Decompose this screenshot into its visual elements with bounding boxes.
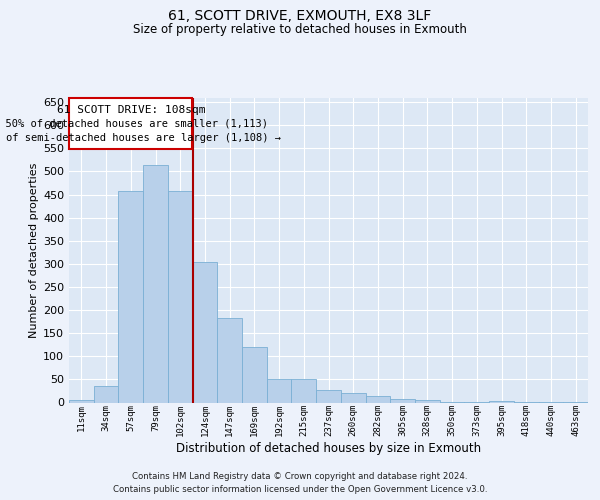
Text: ← 50% of detached houses are smaller (1,113): ← 50% of detached houses are smaller (1,…	[0, 119, 268, 129]
Text: Size of property relative to detached houses in Exmouth: Size of property relative to detached ho…	[133, 22, 467, 36]
Bar	[118, 191, 143, 402]
Bar	[415, 400, 440, 402]
Bar	[168, 191, 193, 402]
X-axis label: Distribution of detached houses by size in Exmouth: Distribution of detached houses by size …	[176, 442, 481, 454]
Bar	[267, 380, 292, 402]
Bar	[193, 262, 217, 402]
Bar	[94, 386, 118, 402]
FancyBboxPatch shape	[70, 98, 192, 150]
Bar	[390, 399, 415, 402]
Bar	[489, 400, 514, 402]
Bar	[341, 394, 365, 402]
Text: Contains HM Land Registry data © Crown copyright and database right 2024.
Contai: Contains HM Land Registry data © Crown c…	[113, 472, 487, 494]
Bar	[242, 347, 267, 403]
Text: 50% of semi-detached houses are larger (1,108) →: 50% of semi-detached houses are larger (…	[0, 132, 281, 142]
Bar	[69, 400, 94, 402]
Bar	[217, 318, 242, 402]
Y-axis label: Number of detached properties: Number of detached properties	[29, 162, 39, 338]
Bar	[143, 164, 168, 402]
Text: 61, SCOTT DRIVE, EXMOUTH, EX8 3LF: 61, SCOTT DRIVE, EXMOUTH, EX8 3LF	[169, 9, 431, 23]
Bar	[365, 396, 390, 402]
Bar	[292, 380, 316, 402]
Text: 61 SCOTT DRIVE: 108sqm: 61 SCOTT DRIVE: 108sqm	[56, 105, 205, 115]
Bar	[316, 390, 341, 402]
